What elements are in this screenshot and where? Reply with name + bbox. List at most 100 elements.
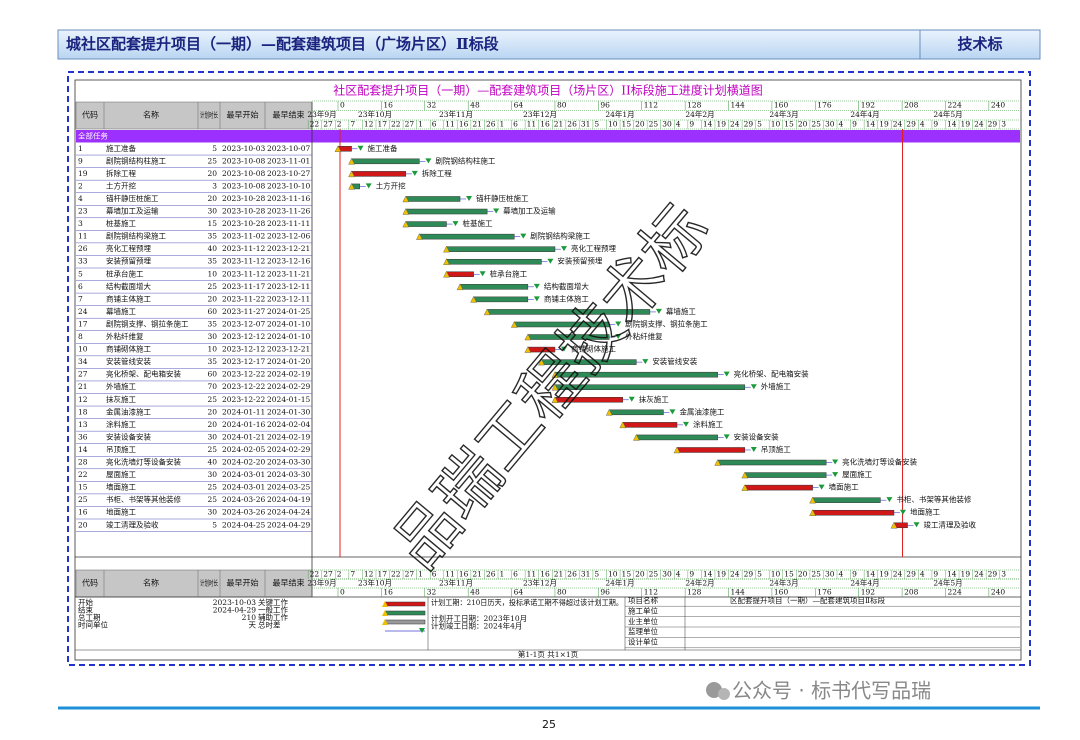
task-bar <box>351 158 420 165</box>
start-marker <box>673 446 681 454</box>
task-code: 23 <box>78 207 88 216</box>
project-label: 监理单位 <box>628 626 658 636</box>
task-bar <box>744 472 827 478</box>
task-start: 2024-01-11 <box>222 407 265 416</box>
task-end: 2023-10-27 <box>267 169 310 178</box>
start-marker <box>348 170 355 178</box>
task-duration: 10 <box>207 269 217 278</box>
month-label: 24年3月 <box>769 578 798 588</box>
day-label: 22 <box>391 120 401 129</box>
task-name: 外墙施工 <box>106 381 136 391</box>
start-marker <box>348 182 355 190</box>
task-start: 2024-04-25 <box>222 520 265 529</box>
start-marker <box>402 208 410 215</box>
bar-label: 商铺主体施工 <box>544 293 589 303</box>
day-label: 11 <box>445 120 455 129</box>
info-label: 时间单位 <box>78 620 108 630</box>
day-label: 22 <box>310 120 320 129</box>
day-label: 9 <box>689 570 694 579</box>
task-duration: 20 <box>207 194 217 203</box>
task-start: 2023-10-08 <box>222 181 265 190</box>
task-end: 2024-02-19 <box>267 370 310 379</box>
day-label: 9 <box>852 120 857 129</box>
task-duration: 25 <box>207 156 217 165</box>
month-label: 23年11月 <box>439 578 473 588</box>
month-label: 24年2月 <box>685 578 714 588</box>
scale-tick-label: 192 <box>861 101 876 110</box>
task-end: 2023-10-07 <box>267 144 310 153</box>
month-label: 23年12月 <box>523 578 557 588</box>
task-name: 剧院钢支撑、钢拉条施工 <box>106 318 189 328</box>
day-label: 27 <box>323 120 333 129</box>
bar-label: 墙面施工 <box>829 482 859 492</box>
day-label: 19 <box>879 570 889 579</box>
end-marker <box>560 246 567 252</box>
day-label: 17 <box>377 570 387 579</box>
bar-label: 剧院钢结构柱施工 <box>435 155 495 165</box>
bar-label: 吊顶施工 <box>761 444 791 454</box>
day-label: 27 <box>405 120 415 129</box>
end-marker <box>615 334 622 340</box>
task-start: 2023-11-17 <box>222 282 265 291</box>
task-code: 8 <box>78 332 83 341</box>
scale-tick-label: 128 <box>687 101 702 110</box>
bar-label: 施工准备 <box>368 143 398 153</box>
project-value: 区配套提升项目（一期）—配套建筑项目Ⅱ标段 <box>730 595 886 605</box>
start-marker <box>551 371 559 378</box>
day-label: 26 <box>486 570 496 579</box>
scale-tick-label: 240 <box>991 588 1006 597</box>
task-duration: 3 <box>212 181 217 190</box>
task-bar <box>459 284 529 290</box>
task-start: 2023-12-12 <box>222 345 265 354</box>
day-label: 22 <box>310 570 320 579</box>
month-label: 24年4月 <box>850 109 879 119</box>
end-marker <box>899 509 906 515</box>
day-label: 16 <box>540 120 550 129</box>
day-label: 15 <box>784 120 794 129</box>
bar-label: 屋面施工 <box>842 469 872 479</box>
day-label: 4 <box>920 570 925 579</box>
day-label: 1 <box>500 570 505 579</box>
start-marker <box>619 421 627 429</box>
task-name: 涂料施工 <box>106 419 136 429</box>
task-start: 2023-10-28 <box>222 219 265 228</box>
task-code: 18 <box>78 407 88 416</box>
column-header: 最早结束 <box>273 578 305 588</box>
end-marker <box>560 346 567 352</box>
column-header: 名称 <box>143 578 159 588</box>
task-bar <box>446 271 474 278</box>
task-name: 桩基施工 <box>106 218 136 228</box>
task-start: 2023-10-03 <box>222 144 265 153</box>
task-start: 2023-10-28 <box>222 194 265 203</box>
task-duration: 25 <box>207 495 217 504</box>
start-marker <box>334 145 342 152</box>
info-value: 2024-04-29 <box>213 606 256 615</box>
day-label: 14 <box>703 120 713 129</box>
task-name: 屋面施工 <box>106 469 136 479</box>
month-label: 23年9月 <box>307 578 336 588</box>
task-end: 2024-03-30 <box>267 470 310 479</box>
scale-tick-label: 192 <box>861 588 876 597</box>
legend-label: 辅助工作 <box>258 612 288 622</box>
project-label: 设计单位 <box>628 637 658 647</box>
end-marker <box>365 183 372 189</box>
day-label: 4 <box>676 570 681 579</box>
day-label: 26 <box>567 120 577 129</box>
bar-label: 商铺砌体施工 <box>571 344 616 354</box>
info-label: 总工期 <box>78 612 101 622</box>
day-label: 5 <box>594 120 599 129</box>
task-start: 2024-03-26 <box>222 508 265 517</box>
end-marker <box>425 158 432 164</box>
task-code: 3 <box>78 219 83 228</box>
day-label: 25 <box>649 120 659 129</box>
column-header: 最早结束 <box>273 110 305 120</box>
task-bar <box>473 296 529 303</box>
day-label: 25 <box>811 570 821 579</box>
day-label: 16 <box>459 120 469 129</box>
day-label: 20 <box>635 120 645 129</box>
day-label: 21 <box>554 570 564 579</box>
task-code: 4 <box>78 194 83 203</box>
bar-label: 抹灰施工 <box>639 394 669 404</box>
bar-label: 幕墙加工及运输 <box>503 206 556 216</box>
